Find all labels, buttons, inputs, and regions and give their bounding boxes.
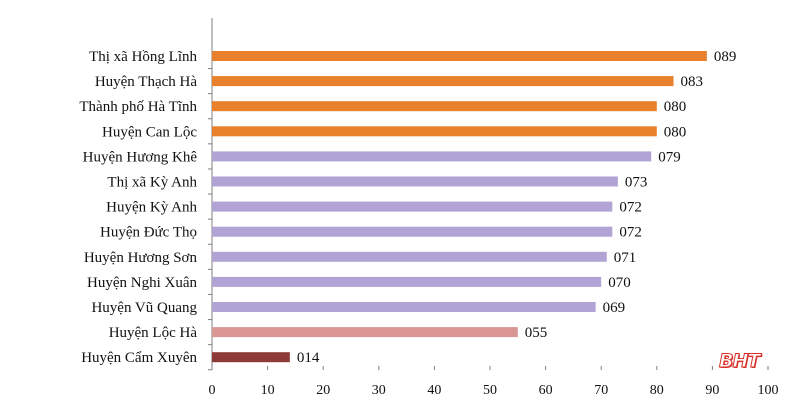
category-label: Huyện Kỳ Anh — [106, 200, 197, 216]
bar — [212, 101, 657, 112]
bar — [212, 76, 674, 87]
value-label: 080 — [664, 99, 687, 115]
category-label: Thị xã Hồng Lĩnh — [89, 49, 197, 65]
category-label: Huyện Hương Khê — [83, 149, 198, 165]
value-label: 055 — [525, 325, 548, 341]
category-label: Thị xã Kỳ Anh — [107, 175, 197, 191]
value-label: 069 — [603, 300, 626, 316]
category-label: Huyện Vũ Quang — [91, 300, 197, 316]
x-tick-label: 0 — [209, 383, 216, 398]
bar — [212, 176, 618, 187]
category-label: Huyện Hương Sơn — [84, 250, 198, 266]
bar — [212, 226, 613, 237]
category-label: Huyện Đức Thọ — [100, 225, 197, 241]
x-tick-label: 80 — [650, 383, 664, 398]
bar — [212, 201, 613, 212]
value-label: 014 — [297, 350, 320, 366]
x-tick-label: 30 — [372, 383, 386, 398]
category-label: Huyện Lộc Hà — [109, 325, 198, 341]
x-tick-label: 90 — [705, 383, 719, 398]
value-label: 079 — [658, 149, 681, 165]
bar — [212, 327, 518, 338]
category-label: Huyện Nghi Xuân — [87, 275, 197, 291]
x-tick-label: 100 — [758, 383, 779, 398]
value-label: 073 — [625, 175, 648, 191]
bht-logo-watermark: BHT — [718, 350, 760, 373]
value-label: 083 — [680, 74, 703, 90]
x-tick-label: 60 — [539, 383, 553, 398]
value-label: 071 — [614, 250, 637, 266]
x-tick-label: 20 — [316, 383, 330, 398]
bar — [212, 126, 657, 137]
category-label: Thành phố Hà Tĩnh — [79, 99, 197, 115]
x-tick-label: 70 — [594, 383, 608, 398]
value-label: 072 — [619, 225, 642, 241]
x-tick-label: 10 — [261, 383, 275, 398]
value-label: 080 — [664, 124, 687, 140]
bar — [212, 302, 596, 312]
x-tick-label: 50 — [483, 383, 497, 398]
bar — [212, 51, 707, 61]
value-label: 089 — [714, 49, 737, 65]
bar — [212, 276, 602, 287]
x-tick-label: 40 — [427, 383, 441, 398]
value-label: 072 — [619, 200, 642, 216]
bar — [212, 352, 290, 363]
category-label: Huyện Thạch Hà — [95, 74, 198, 90]
value-label: 070 — [608, 275, 631, 291]
bar — [212, 251, 607, 262]
category-label: Huyện Can Lộc — [102, 124, 197, 140]
bar — [212, 151, 652, 162]
category-label: Huyện Cẩm Xuyên — [81, 350, 197, 366]
